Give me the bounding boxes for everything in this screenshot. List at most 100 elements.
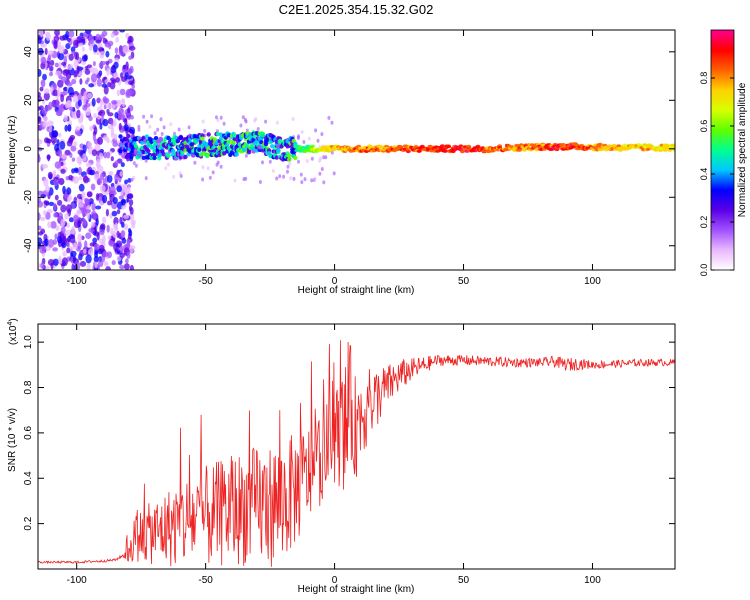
spectrogram-cell xyxy=(244,153,248,158)
spectrogram-cell xyxy=(105,60,110,66)
spectrogram-cell xyxy=(200,133,205,138)
spectrogram-cell xyxy=(95,39,102,44)
spectrogram-cell xyxy=(69,235,76,244)
spectrogram-cell xyxy=(84,209,91,214)
spectrogram-cell xyxy=(124,137,129,142)
spectrogram-cell xyxy=(121,238,127,244)
spectrogram-cell xyxy=(260,133,266,138)
spectrogram-cell xyxy=(112,230,117,238)
spectrogram-cell xyxy=(119,113,126,120)
snr-ytick-label: 0.6 xyxy=(23,426,34,440)
spectrogram-cell xyxy=(101,83,108,88)
spectrogram-cell xyxy=(67,86,74,96)
spectrogram-cell xyxy=(107,112,114,117)
spectrogram-cell xyxy=(59,140,66,150)
spectrogram-cell xyxy=(107,235,112,240)
spectrogram-xtick-label: 50 xyxy=(458,276,470,287)
spectrogram-cell xyxy=(79,78,83,85)
spectrogram-cell xyxy=(318,158,322,163)
spectrogram-cell xyxy=(127,193,134,200)
spectrogram-cell xyxy=(439,144,445,148)
spectrogram-cell xyxy=(108,43,112,50)
spectrogram-cell xyxy=(54,194,59,201)
snr-multiplier-close: ) xyxy=(8,318,19,321)
spectrogram-cell xyxy=(299,172,303,177)
spectrogram-panel: -100 -50 0 50 100 -40 -20 0 20 40 Height of strai… xyxy=(7,29,676,296)
spectrogram-cell xyxy=(43,178,49,187)
spectrogram-cell xyxy=(77,241,82,250)
spectrogram-cell xyxy=(219,115,223,120)
spectrogram-cell xyxy=(97,136,103,145)
spectrogram-cell xyxy=(93,44,98,53)
spectrogram-cell xyxy=(115,36,119,43)
spectrogram-cell xyxy=(166,162,170,167)
spectrogram-cell xyxy=(108,239,114,246)
snr-ylabel: SNR (10 * v/v) xyxy=(7,408,18,472)
spectrogram-cell xyxy=(416,149,422,153)
spectrogram-cell xyxy=(60,94,64,103)
spectrogram-cell xyxy=(54,62,59,68)
spectrogram-cell xyxy=(106,67,110,76)
spectrogram-cell xyxy=(122,64,127,70)
spectrogram-cell xyxy=(96,158,101,167)
spectrogram-cell xyxy=(57,87,61,97)
spectrogram-cell xyxy=(320,167,324,171)
spectrogram-cell xyxy=(98,244,105,252)
spectrogram-cell xyxy=(127,107,131,114)
spectrogram-cell xyxy=(67,197,71,203)
spectrogram-cell xyxy=(208,175,212,180)
colorbar-tick-label: 0.4 xyxy=(699,168,709,181)
spectrogram-cell xyxy=(73,39,80,49)
spectrogram-cell xyxy=(42,97,46,105)
spectrogram-cell xyxy=(201,165,205,170)
spectrogram-cell xyxy=(101,113,105,119)
spectrogram-cell xyxy=(73,242,78,250)
spectrogram-cell xyxy=(193,160,197,165)
spectrogram-cell xyxy=(287,157,292,162)
spectrogram-cell xyxy=(124,72,129,78)
spectrogram-cell xyxy=(68,30,75,38)
spectrogram-cell xyxy=(61,76,68,83)
spectrogram-cell xyxy=(276,148,281,153)
spectrogram-cell xyxy=(99,172,105,180)
spectrogram-cell xyxy=(103,97,110,104)
spectrogram-cell xyxy=(307,136,311,141)
spectrogram-ticks: -100 -50 0 50 100 -40 -20 0 20 40 xyxy=(23,30,675,287)
spectrogram-cell xyxy=(86,263,91,270)
colorbar-label: Normalized spectral amplitude xyxy=(737,82,748,217)
spectrogram-cell xyxy=(66,82,73,87)
spectrogram-cell xyxy=(90,221,96,228)
spectrogram-cell xyxy=(106,137,110,144)
spectrogram-xtick-label: -50 xyxy=(198,276,213,287)
snr-frame xyxy=(37,323,676,570)
spectrogram-xlabel: Height of straight line (km) xyxy=(298,285,415,296)
spectrogram-cell xyxy=(126,133,131,139)
spectrogram-cell xyxy=(98,152,104,160)
spectrogram-cell xyxy=(670,143,675,147)
spectrogram-cell xyxy=(95,205,102,210)
spectrogram-cell xyxy=(76,109,81,119)
spectrogram-cell xyxy=(122,185,128,193)
spectrogram-cell xyxy=(43,92,50,101)
spectrogram-cell xyxy=(517,148,523,152)
spectrogram-cell xyxy=(96,97,102,104)
spectrogram-cell xyxy=(364,149,370,153)
snr-xtick-label: 0 xyxy=(332,575,338,586)
spectrogram-cell xyxy=(232,136,238,142)
spectrogram-cell xyxy=(93,255,99,263)
snr-ytick-label: 0.2 xyxy=(23,516,34,530)
spectrogram-cell xyxy=(332,171,336,176)
spectrogram-cell xyxy=(52,89,59,97)
spectrogram-cell xyxy=(121,204,126,210)
spectrogram-cell xyxy=(102,234,106,243)
spectrogram-cell xyxy=(197,147,202,152)
snr-multiplier-base: (x10 xyxy=(8,325,19,345)
spectrogram-cell xyxy=(38,231,43,236)
spectrogram-cell xyxy=(206,166,210,171)
spectrogram-cell xyxy=(145,119,149,124)
spectrogram-cell xyxy=(105,208,109,217)
spectrogram-cell xyxy=(107,200,113,206)
spectrogram-cell xyxy=(80,112,84,122)
spectrogram-cell xyxy=(159,117,163,122)
snr-ytick-label: 1.0 xyxy=(23,335,34,349)
